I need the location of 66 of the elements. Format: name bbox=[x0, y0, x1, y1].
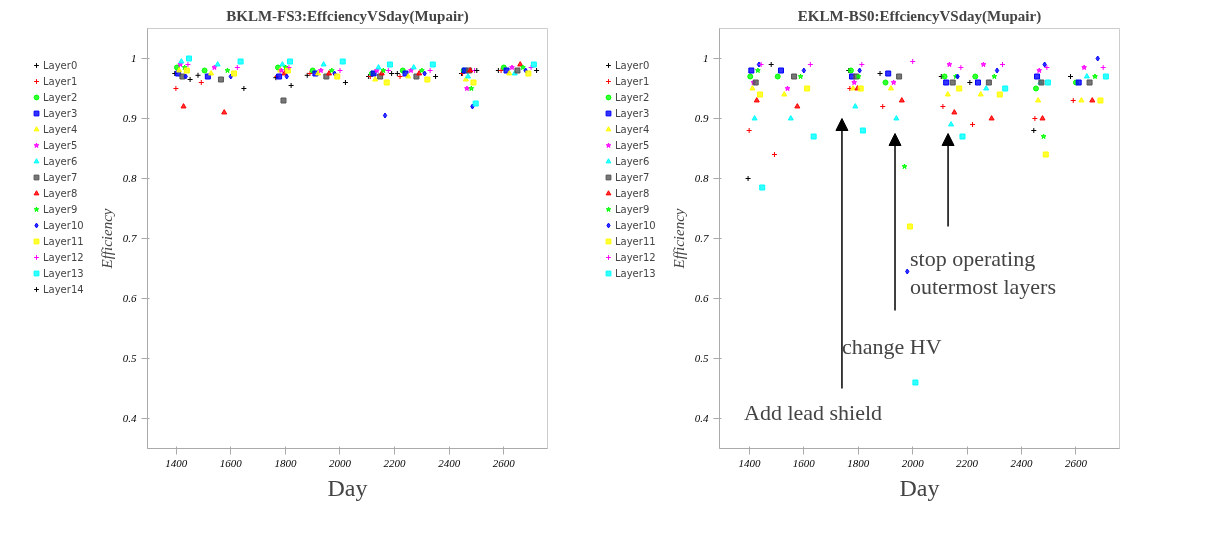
legend-label: Layer6 bbox=[615, 154, 650, 168]
y-tick-label: 0.8 bbox=[694, 172, 709, 184]
legend-label: Layer3 bbox=[43, 106, 78, 120]
legend-label: Layer9 bbox=[43, 202, 78, 216]
legend-label: Layer0 bbox=[43, 58, 78, 72]
legend-label: Layer14 bbox=[43, 282, 84, 296]
x-tick-label: 2200 bbox=[956, 456, 979, 469]
y-tick-label: 0.7 bbox=[122, 232, 137, 244]
x-axis-title: Day bbox=[899, 474, 940, 501]
y-tick-label: 0.4 bbox=[122, 412, 137, 424]
legend-label: Layer3 bbox=[615, 106, 650, 120]
x-tick-label: 2400 bbox=[438, 456, 461, 469]
x-tick-label: 1800 bbox=[274, 456, 297, 469]
x-tick-label: 1600 bbox=[219, 456, 243, 469]
legend-label: Layer7 bbox=[43, 170, 78, 184]
y-tick-label: 0.4 bbox=[694, 412, 709, 424]
legend-label: Layer8 bbox=[615, 186, 650, 200]
x-tick-label: 1400 bbox=[165, 456, 188, 469]
y-tick-label: 0.5 bbox=[694, 352, 709, 364]
x-tick-label: 2400 bbox=[1010, 456, 1034, 469]
annotation: stop operating outermost layers bbox=[909, 246, 1057, 299]
x-axis-title: Day bbox=[327, 474, 368, 501]
legend-label: Layer2 bbox=[615, 90, 650, 104]
legend-label: Layer6 bbox=[43, 154, 78, 168]
legend-label: Layer5 bbox=[615, 138, 650, 152]
x-tick-label: 2600 bbox=[492, 456, 516, 469]
legend-label: Layer11 bbox=[615, 234, 656, 248]
legend-label: Layer13 bbox=[43, 266, 84, 280]
y-tick-label: 0.6 bbox=[122, 292, 137, 304]
legend-label: Layer10 bbox=[615, 218, 656, 232]
y-tick-label: 0.8 bbox=[122, 172, 137, 184]
x-tick-label: 2600 bbox=[1064, 456, 1088, 469]
annotation: Add lead shield bbox=[743, 399, 883, 425]
legend-label: Layer1 bbox=[43, 74, 78, 88]
x-tick-label: 2000 bbox=[328, 456, 352, 469]
legend-label: Layer11 bbox=[43, 234, 84, 248]
x-tick-label: 1600 bbox=[792, 456, 816, 469]
y-tick-label: 0.6 bbox=[694, 292, 709, 304]
y-tick-label: 1 bbox=[703, 52, 709, 64]
y-tick-label: 0.9 bbox=[122, 112, 137, 124]
legend-label: Layer12 bbox=[43, 250, 84, 264]
legend-label: Layer9 bbox=[615, 202, 650, 216]
legend-label: Layer0 bbox=[615, 58, 650, 72]
chart-title: BKLM-FS3:EffciencyVSday(Mupair) bbox=[226, 7, 469, 25]
legend-label: Layer13 bbox=[615, 266, 656, 280]
chart-title: EKLM-BS0:EffciencyVSday(Mupair) bbox=[797, 7, 1042, 25]
x-tick-label: 1800 bbox=[847, 456, 870, 469]
legend-label: Layer7 bbox=[615, 170, 650, 184]
y-tick-label: 0.9 bbox=[694, 112, 709, 124]
y-tick-label: 1 bbox=[131, 52, 137, 64]
y-axis-title: Efficiency bbox=[670, 208, 687, 270]
legend-label: Layer4 bbox=[615, 122, 650, 136]
x-tick-label: 2200 bbox=[383, 456, 407, 469]
x-tick-label: 2000 bbox=[901, 456, 925, 469]
x-tick-label: 1400 bbox=[738, 456, 761, 469]
legend-label: Layer5 bbox=[43, 138, 78, 152]
legend-label: Layer1 bbox=[615, 74, 650, 88]
legend-label: Layer10 bbox=[43, 218, 84, 232]
legend-label: Layer2 bbox=[43, 90, 78, 104]
y-tick-label: 0.7 bbox=[694, 232, 709, 244]
y-tick-label: 0.5 bbox=[122, 352, 137, 364]
legend-label: Layer8 bbox=[43, 186, 78, 200]
legend-label: Layer12 bbox=[615, 250, 656, 264]
legend-label: Layer4 bbox=[43, 122, 78, 136]
annotation: change HV bbox=[841, 333, 942, 359]
y-axis-title: Efficiency bbox=[98, 208, 115, 270]
